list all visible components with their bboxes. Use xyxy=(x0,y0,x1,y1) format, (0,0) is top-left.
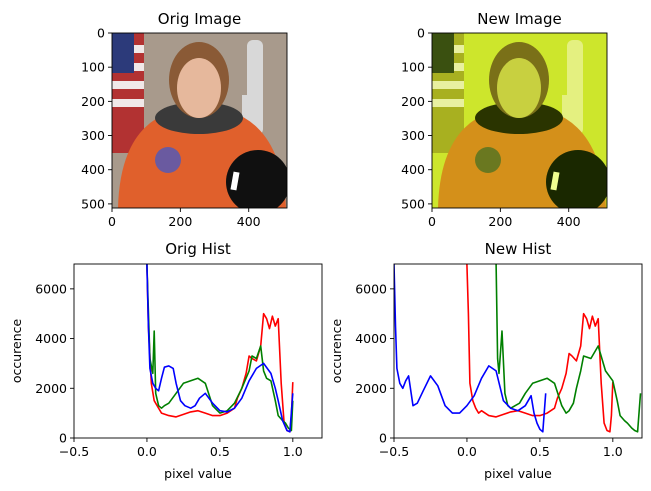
orig-hist-xlabel: pixel value xyxy=(164,466,232,481)
xtick-label: 0.5 xyxy=(530,444,550,459)
ytick-label: 400 xyxy=(81,162,105,177)
ytick-label: 300 xyxy=(81,128,105,143)
series-line-red xyxy=(466,264,614,433)
orig-hist-title: Orig Hist xyxy=(165,240,231,258)
ytick-label: 4000 xyxy=(35,331,67,346)
xtick-label: 0.0 xyxy=(137,444,157,459)
new-hist-xlabel: pixel value xyxy=(484,466,552,481)
xtick-label: 1.0 xyxy=(603,444,623,459)
new-image-picture xyxy=(432,33,607,208)
ytick-label: 0 xyxy=(59,431,67,446)
orig-patch xyxy=(155,147,181,173)
new-image-title: New Image xyxy=(477,10,561,28)
new-face xyxy=(497,58,541,118)
new-helmet xyxy=(546,150,607,208)
orig-image-picture xyxy=(112,33,287,208)
ytick-label: 500 xyxy=(81,196,105,211)
xtick-label: −0.5 xyxy=(59,444,89,459)
new-hist-ylabel: occurence xyxy=(329,319,344,384)
ytick-label: 4000 xyxy=(355,331,387,346)
new-flag xyxy=(432,33,464,153)
xtick-label: 200 xyxy=(488,214,512,229)
ytick-label: 100 xyxy=(81,60,105,75)
ytick-label: 0 xyxy=(417,26,425,41)
orig-helmet xyxy=(226,150,287,208)
ytick-label: 2000 xyxy=(355,381,387,396)
orig-image-panel: Orig Image 0 200 400 0 100 200 xyxy=(81,10,288,229)
orig-hist-panel: Orig Hist −0.5 0.0 0.5 1.0 0 2000 4000 6000 pix… xyxy=(9,240,323,481)
ytick-label: 6000 xyxy=(35,281,67,296)
ytick-label: 6000 xyxy=(355,281,387,296)
ytick-label: 0 xyxy=(379,431,387,446)
ytick-label: 200 xyxy=(401,94,425,109)
orig-shuttle xyxy=(242,40,263,135)
new-hist-panel: New Hist −0.5 0.0 0.5 1.0 0 2000 4000 6000 pixe… xyxy=(329,240,643,481)
ytick-label: 400 xyxy=(401,162,425,177)
xtick-label: 400 xyxy=(557,214,581,229)
xtick-label: 400 xyxy=(237,214,261,229)
series-line-red xyxy=(146,264,294,433)
xtick-label: 0.5 xyxy=(210,444,230,459)
xtick-label: 0.0 xyxy=(457,444,477,459)
ytick-label: 0 xyxy=(97,26,105,41)
orig-face xyxy=(177,58,221,118)
ytick-label: 100 xyxy=(401,60,425,75)
ytick-label: 200 xyxy=(81,94,105,109)
xtick-label: 200 xyxy=(168,214,192,229)
orig-hist-ylabel: occurence xyxy=(9,319,24,384)
ytick-label: 500 xyxy=(401,196,425,211)
xtick-label: 0 xyxy=(108,214,116,229)
xtick-label: 1.0 xyxy=(283,444,303,459)
xtick-label: 0 xyxy=(428,214,436,229)
orig-flag xyxy=(112,33,144,153)
series-line-blue xyxy=(394,264,547,433)
ytick-label: 300 xyxy=(401,128,425,143)
new-patch xyxy=(475,147,501,173)
xtick-label: −0.5 xyxy=(379,444,409,459)
new-hist-title: New Hist xyxy=(485,240,552,258)
new-shuttle xyxy=(562,40,583,135)
series-line-green xyxy=(146,264,294,432)
ytick-label: 2000 xyxy=(35,381,67,396)
series-line-green xyxy=(495,264,642,433)
orig-image-title: Orig Image xyxy=(158,10,241,28)
series-line-blue xyxy=(146,264,294,433)
